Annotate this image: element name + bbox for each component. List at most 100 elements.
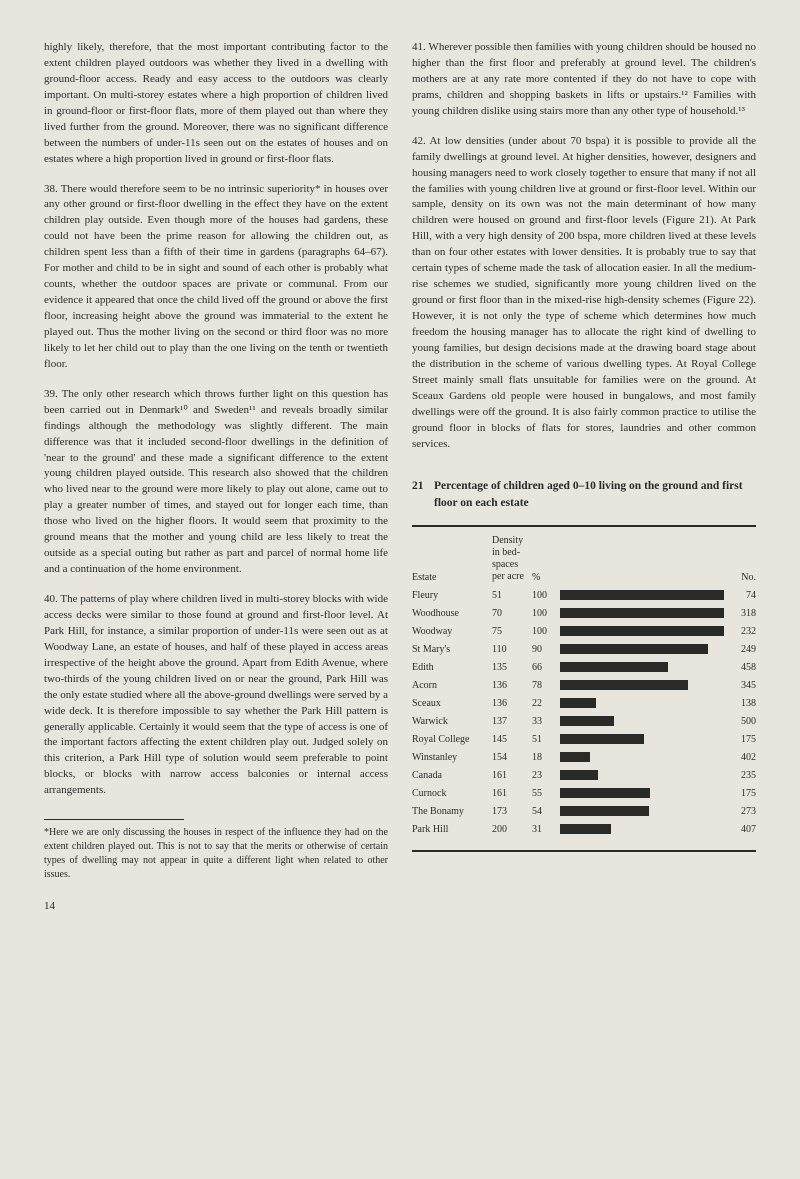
chart-row: Winstanley15418 402 bbox=[412, 752, 756, 763]
cell-no: 232 bbox=[724, 626, 756, 637]
cell-estate: Royal College bbox=[412, 734, 492, 745]
cell-pct: 66 bbox=[532, 662, 560, 673]
paragraph: 39. The only other research which throws… bbox=[44, 387, 388, 578]
bar bbox=[560, 734, 724, 744]
paragraph: 42. At low densities (under about 70 bsp… bbox=[412, 134, 756, 453]
cell-density: 154 bbox=[492, 752, 532, 763]
bar bbox=[560, 806, 724, 816]
cell-estate: Edith bbox=[412, 662, 492, 673]
cell-pct: 100 bbox=[532, 626, 560, 637]
chart-row: Sceaux13622138 bbox=[412, 698, 756, 709]
cell-no: 74 bbox=[724, 590, 756, 601]
cell-estate: The Bonamy bbox=[412, 806, 492, 817]
chart-row: Curnock16155 175 bbox=[412, 788, 756, 799]
table-title: 21 Percentage of children aged 0–10 livi… bbox=[412, 478, 756, 510]
chart-row: Royal College14551 175 bbox=[412, 734, 756, 745]
cell-no: 500 bbox=[724, 716, 756, 727]
cell-estate: Warwick bbox=[412, 716, 492, 727]
cell-estate: Fleury bbox=[412, 590, 492, 601]
cell-no: 175 bbox=[724, 788, 756, 799]
bar bbox=[560, 716, 724, 726]
cell-pct: 55 bbox=[532, 788, 560, 799]
bar bbox=[560, 752, 724, 762]
cell-pct: 78 bbox=[532, 680, 560, 691]
chart-row: The Bonamy17354 273 bbox=[412, 806, 756, 817]
col-header-pct: % bbox=[532, 572, 560, 583]
cell-estate: Acorn bbox=[412, 680, 492, 691]
cell-density: 70 bbox=[492, 608, 532, 619]
bar bbox=[560, 608, 724, 618]
cell-no: 407 bbox=[724, 824, 756, 835]
paragraph: 40. The patterns of play where children … bbox=[44, 592, 388, 799]
cell-estate: Curnock bbox=[412, 788, 492, 799]
cell-no: 345 bbox=[724, 680, 756, 691]
cell-estate: Woodhouse bbox=[412, 608, 492, 619]
cell-pct: 33 bbox=[532, 716, 560, 727]
cell-pct: 18 bbox=[532, 752, 560, 763]
bar bbox=[560, 590, 724, 600]
cell-estate: Park Hill bbox=[412, 824, 492, 835]
chart-row: Warwick13733 500 bbox=[412, 716, 756, 727]
cell-density: 136 bbox=[492, 698, 532, 709]
cell-estate: Winstanley bbox=[412, 752, 492, 763]
cell-density: 200 bbox=[492, 824, 532, 835]
cell-density: 135 bbox=[492, 662, 532, 673]
col-header-estate: Estate bbox=[412, 572, 492, 583]
chart-header: Estate Density in bed-spaces per acre % … bbox=[412, 535, 756, 583]
bar bbox=[560, 824, 724, 834]
bar-chart: Estate Density in bed-spaces per acre % … bbox=[412, 525, 756, 852]
cell-pct: 54 bbox=[532, 806, 560, 817]
cell-pct: 100 bbox=[532, 590, 560, 601]
cell-estate: Woodway bbox=[412, 626, 492, 637]
paragraph: 41. Wherever possible then families with… bbox=[412, 40, 756, 120]
footnote: *Here we are only discussing the houses … bbox=[44, 826, 388, 882]
cell-estate: St Mary's bbox=[412, 644, 492, 655]
cell-pct: 100 bbox=[532, 608, 560, 619]
cell-pct: 31 bbox=[532, 824, 560, 835]
cell-pct: 22 bbox=[532, 698, 560, 709]
bar bbox=[560, 644, 724, 654]
cell-estate: Sceaux bbox=[412, 698, 492, 709]
cell-no: 318 bbox=[724, 608, 756, 619]
left-column: highly likely, therefore, that the most … bbox=[44, 40, 388, 912]
chart-row: Canada16123235 bbox=[412, 770, 756, 781]
cell-density: 75 bbox=[492, 626, 532, 637]
cell-density: 145 bbox=[492, 734, 532, 745]
table-caption: Percentage of children aged 0–10 living … bbox=[434, 478, 756, 510]
col-header-density: Density in bed-spaces per acre bbox=[492, 535, 532, 583]
cell-density: 137 bbox=[492, 716, 532, 727]
bar bbox=[560, 626, 724, 636]
chart-row: Park Hill20031 407 bbox=[412, 824, 756, 835]
cell-density: 136 bbox=[492, 680, 532, 691]
cell-density: 173 bbox=[492, 806, 532, 817]
chart-row: Fleury51100 74 bbox=[412, 590, 756, 601]
chart-row: Acorn13678 345 bbox=[412, 680, 756, 691]
chart-row: Woodhouse70100 318 bbox=[412, 608, 756, 619]
footnote-rule bbox=[44, 819, 184, 820]
cell-pct: 23 bbox=[532, 770, 560, 781]
cell-no: 175 bbox=[724, 734, 756, 745]
chart-row: Woodway75100 232 bbox=[412, 626, 756, 637]
chart-row: St Mary's11090 249 bbox=[412, 644, 756, 655]
bar bbox=[560, 662, 724, 672]
cell-pct: 51 bbox=[532, 734, 560, 745]
cell-no: 458 bbox=[724, 662, 756, 673]
cell-no: 273 bbox=[724, 806, 756, 817]
right-column: 41. Wherever possible then families with… bbox=[412, 40, 756, 912]
bar bbox=[560, 788, 724, 798]
col-header-no: No. bbox=[724, 572, 756, 583]
chart-row: Edith13566 458 bbox=[412, 662, 756, 673]
cell-density: 51 bbox=[492, 590, 532, 601]
bar bbox=[560, 698, 724, 708]
cell-density: 161 bbox=[492, 788, 532, 799]
cell-density: 110 bbox=[492, 644, 532, 655]
bar bbox=[560, 680, 724, 690]
table-number: 21 bbox=[412, 478, 434, 510]
page-number: 14 bbox=[44, 900, 388, 912]
cell-density: 161 bbox=[492, 770, 532, 781]
paragraph: 38. There would therefore seem to be no … bbox=[44, 182, 388, 373]
cell-no: 402 bbox=[724, 752, 756, 763]
cell-no: 249 bbox=[724, 644, 756, 655]
cell-pct: 90 bbox=[532, 644, 560, 655]
cell-estate: Canada bbox=[412, 770, 492, 781]
